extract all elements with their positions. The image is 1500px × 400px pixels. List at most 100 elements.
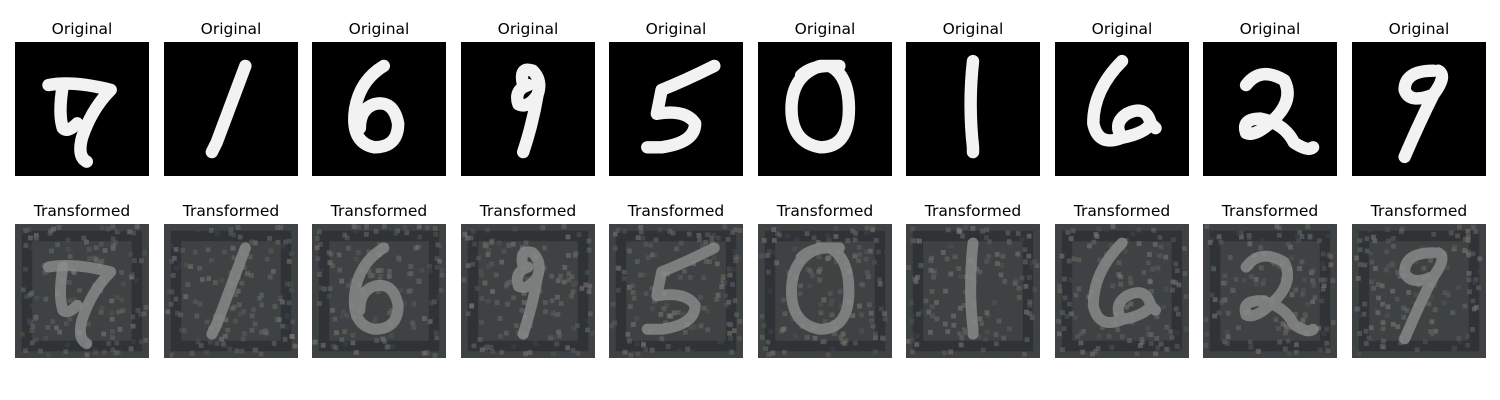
noise-pixel — [1139, 247, 1144, 253]
noise-pixel — [208, 228, 214, 233]
noise-pixel — [540, 276, 546, 282]
noise-pixel — [252, 321, 258, 327]
noise-pixel — [1140, 278, 1146, 284]
noise-pixel — [917, 238, 922, 244]
noise-pixel — [661, 337, 667, 342]
noise-pixel — [1322, 277, 1328, 283]
noise-pixel — [993, 332, 999, 338]
noise-pixel — [1441, 300, 1447, 306]
noise-pixel — [479, 347, 485, 353]
noise-pixel — [1080, 349, 1086, 355]
noise-pixel — [382, 338, 388, 344]
noise-pixel — [1229, 287, 1235, 293]
noise-pixel — [330, 307, 335, 313]
noise-pixel — [817, 277, 822, 283]
noise-pixel — [1467, 289, 1472, 295]
original-title: Original — [942, 20, 1004, 38]
noise-pixel — [638, 272, 644, 278]
noise-pixel — [1447, 312, 1453, 317]
noise-pixel — [1099, 325, 1105, 330]
noise-pixel — [66, 279, 72, 285]
noise-pixel — [29, 303, 34, 309]
noise-pixel — [352, 228, 358, 234]
noise-pixel — [782, 311, 788, 317]
noise-pixel — [860, 282, 865, 288]
original-title: Original — [794, 20, 856, 38]
noise-pixel — [1370, 337, 1375, 342]
noise-pixel — [1110, 283, 1116, 289]
noise-pixel — [1476, 269, 1482, 275]
noise-pixel — [289, 334, 295, 339]
noise-pixel — [1312, 295, 1318, 301]
noise-pixel — [1110, 224, 1116, 229]
noise-pixel — [1465, 249, 1471, 255]
noise-pixel — [1377, 288, 1382, 294]
noise-pixel — [63, 254, 69, 260]
noise-pixel — [46, 352, 51, 358]
noise-pixel — [721, 280, 726, 286]
noise-pixel — [737, 228, 743, 233]
noise-pixel — [316, 229, 322, 235]
noise-pixel — [109, 310, 115, 316]
noise-pixel — [67, 298, 72, 304]
noise-pixel — [1380, 242, 1386, 248]
noise-pixel — [1152, 286, 1158, 292]
noise-pixel — [856, 258, 861, 264]
noise-pixel — [223, 333, 228, 339]
noise-pixel — [1019, 236, 1025, 242]
noise-pixel — [1354, 255, 1360, 261]
noise-pixel — [393, 230, 399, 236]
noise-pixel — [761, 323, 767, 328]
noise-pixel — [1394, 296, 1400, 302]
digit-stroke-9 — [511, 246, 545, 340]
noise-pixel — [1024, 309, 1029, 315]
noise-pixel — [1406, 289, 1411, 295]
noise-pixel — [117, 326, 123, 332]
noise-pixel — [389, 333, 394, 339]
noise-pixel — [1275, 326, 1281, 331]
noise-pixel — [957, 274, 963, 280]
noise-pixel — [339, 321, 345, 326]
noise-pixel — [558, 273, 563, 279]
noise-pixel — [1466, 271, 1472, 276]
noise-pixel — [249, 239, 255, 245]
noise-pixel — [571, 326, 577, 331]
noise-pixel — [204, 314, 209, 320]
noise-pixel — [228, 230, 234, 236]
noise-pixel — [488, 344, 494, 350]
noise-pixel — [873, 238, 879, 243]
noise-pixel — [92, 255, 98, 261]
transformed-title: Transformed — [1370, 202, 1468, 220]
noise-pixel — [735, 255, 741, 261]
noise-pixel — [717, 338, 723, 344]
noise-pixel — [826, 254, 832, 260]
noise-pixel — [1151, 227, 1157, 233]
image-background — [1352, 42, 1486, 176]
noise-pixel — [1385, 304, 1391, 310]
noise-pixel — [1316, 325, 1322, 331]
noise-pixel — [645, 255, 651, 260]
noise-pixel — [110, 335, 115, 340]
noise-pixel — [470, 261, 476, 267]
noise-pixel — [587, 283, 593, 289]
noise-pixel — [462, 231, 468, 237]
noise-pixel — [1395, 269, 1401, 275]
original-digit-image — [1203, 42, 1337, 176]
noise-pixel — [1150, 266, 1156, 272]
noise-pixel — [1284, 326, 1289, 332]
noise-pixel — [945, 227, 951, 233]
noise-pixel — [1157, 253, 1162, 258]
noise-pixel — [557, 333, 562, 339]
noise-pixel — [929, 255, 935, 261]
noise-pixel — [630, 283, 636, 289]
noise-pixel — [676, 348, 682, 354]
noise-pixel — [1466, 252, 1472, 258]
noise-pixel — [940, 250, 946, 255]
noise-pixel — [172, 353, 178, 358]
noise-pixel — [1302, 312, 1308, 317]
noise-pixel — [583, 282, 589, 288]
noise-pixel — [1302, 277, 1308, 283]
noise-pixel — [1022, 247, 1028, 253]
noise-pixel — [1139, 336, 1145, 342]
noise-pixel — [1115, 327, 1121, 332]
